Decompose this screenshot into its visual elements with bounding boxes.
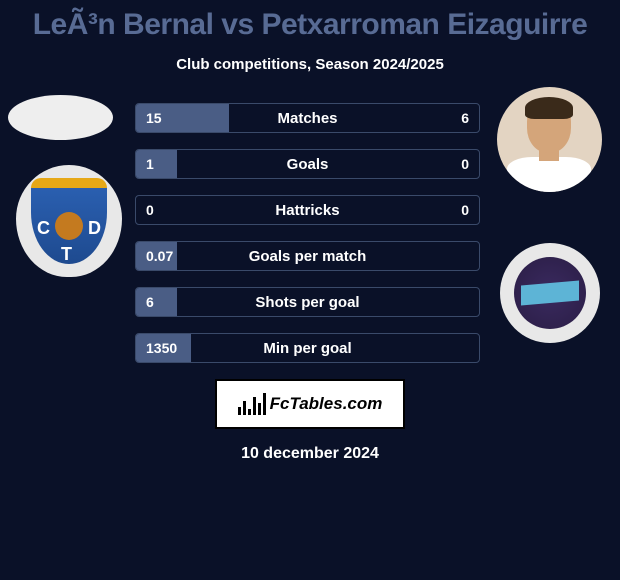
brand-text: FcTables.com (270, 394, 383, 414)
crest-letter: D (88, 218, 101, 239)
stat-row: 0.07Goals per match (135, 241, 480, 271)
player-right-avatar (497, 87, 602, 192)
page-title: LeÃ³n Bernal vs Petxarroman Eizaguirre (0, 0, 620, 42)
stat-label: Hattricks (136, 202, 479, 219)
stat-row: 1350Min per goal (135, 333, 480, 363)
stat-row: 15Matches6 (135, 103, 480, 133)
brand-watermark: FcTables.com (215, 379, 405, 429)
comparison-date: 10 december 2024 (0, 445, 620, 463)
stat-value-right: 0 (461, 156, 469, 172)
stat-label: Goals (136, 156, 479, 173)
stat-label: Goals per match (136, 248, 479, 265)
stat-row: 6Shots per goal (135, 287, 480, 317)
crest-letter: T (61, 244, 72, 265)
club-left-crest: C T D (16, 165, 122, 277)
stat-label: Min per goal (136, 340, 479, 357)
brand-bars-icon (238, 393, 266, 415)
stat-value-right: 6 (461, 110, 469, 126)
page-subtitle: Club competitions, Season 2024/2025 (0, 56, 620, 73)
comparison-content: C T D 15Matches61Goals00Hattricks00.07Go… (0, 103, 620, 363)
crest-letter: C (37, 218, 50, 239)
stat-label: Matches (136, 110, 479, 127)
stat-bars: 15Matches61Goals00Hattricks00.07Goals pe… (135, 103, 480, 363)
player-left-avatar (8, 95, 113, 140)
club-right-crest (500, 243, 600, 343)
stat-label: Shots per goal (136, 294, 479, 311)
stat-row: 1Goals0 (135, 149, 480, 179)
stat-value-right: 0 (461, 202, 469, 218)
stat-row: 0Hattricks0 (135, 195, 480, 225)
